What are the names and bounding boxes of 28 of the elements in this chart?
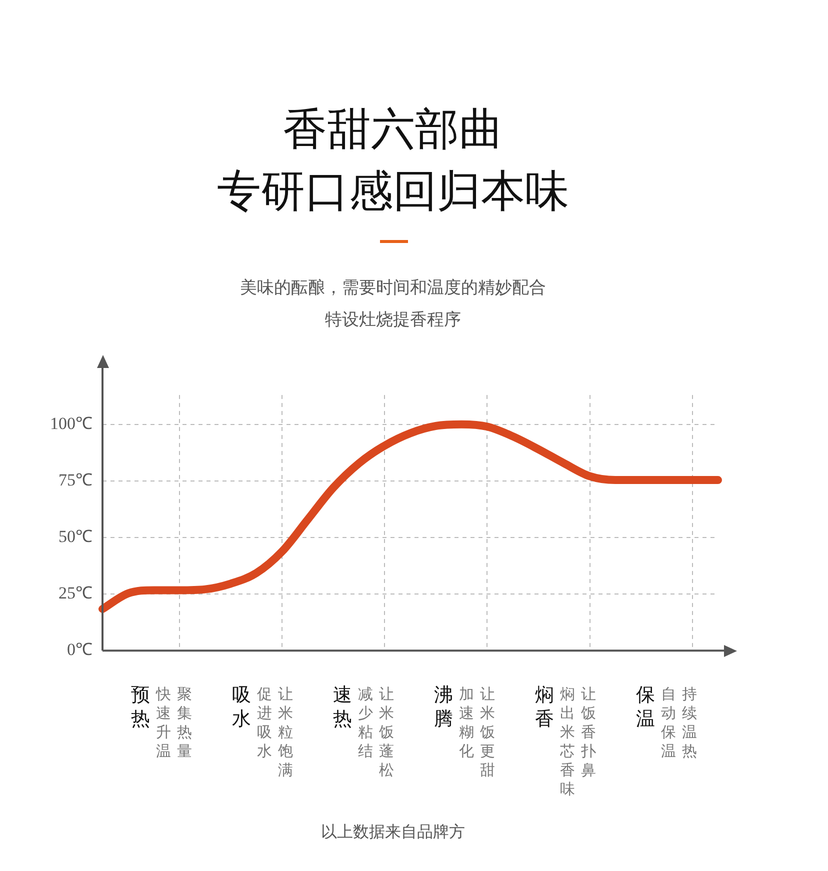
y-tick-label: 50℃ (58, 526, 92, 546)
text: 焖出米芯香味 (560, 685, 575, 799)
text: 速热 (333, 683, 352, 731)
text: 让饭香扑鼻 (581, 685, 596, 781)
text: 让米粒饱满 (278, 685, 293, 780)
text: 自动保温 (661, 685, 676, 761)
text: 快速升温 (156, 685, 171, 761)
text: 促进吸水 (257, 685, 272, 762)
text: 保温 (636, 683, 655, 731)
y-tick-label: 100℃ (50, 414, 92, 433)
y-tick-label: 25℃ (58, 584, 92, 603)
text: 让米饭蓬松 (379, 685, 394, 780)
text: 沸腾 (434, 683, 453, 731)
text: 加速糊化 (459, 685, 474, 762)
text: 吸水 (232, 683, 251, 731)
text: 减少粘结 (358, 685, 373, 762)
text: 以上数据来自品牌方 (320, 822, 466, 843)
text: 预热 (131, 683, 150, 731)
text: 美味的酝酿，需要时间和温度的精妙配合 (239, 277, 547, 300)
text: 焖香 (535, 683, 554, 731)
text: 让米饭更甜 (480, 685, 495, 780)
y-tick-label: 0℃ (67, 640, 92, 660)
chart-title: 香甜六部曲 (282, 103, 504, 157)
text: 聚集热量 (177, 685, 192, 761)
chart-subtitle: 专研口感回归本味 (216, 165, 570, 219)
y-tick-label: 75℃ (58, 470, 92, 490)
text: 持续温热 (682, 685, 697, 761)
text: 特设灶烧提香程序 (324, 309, 462, 332)
